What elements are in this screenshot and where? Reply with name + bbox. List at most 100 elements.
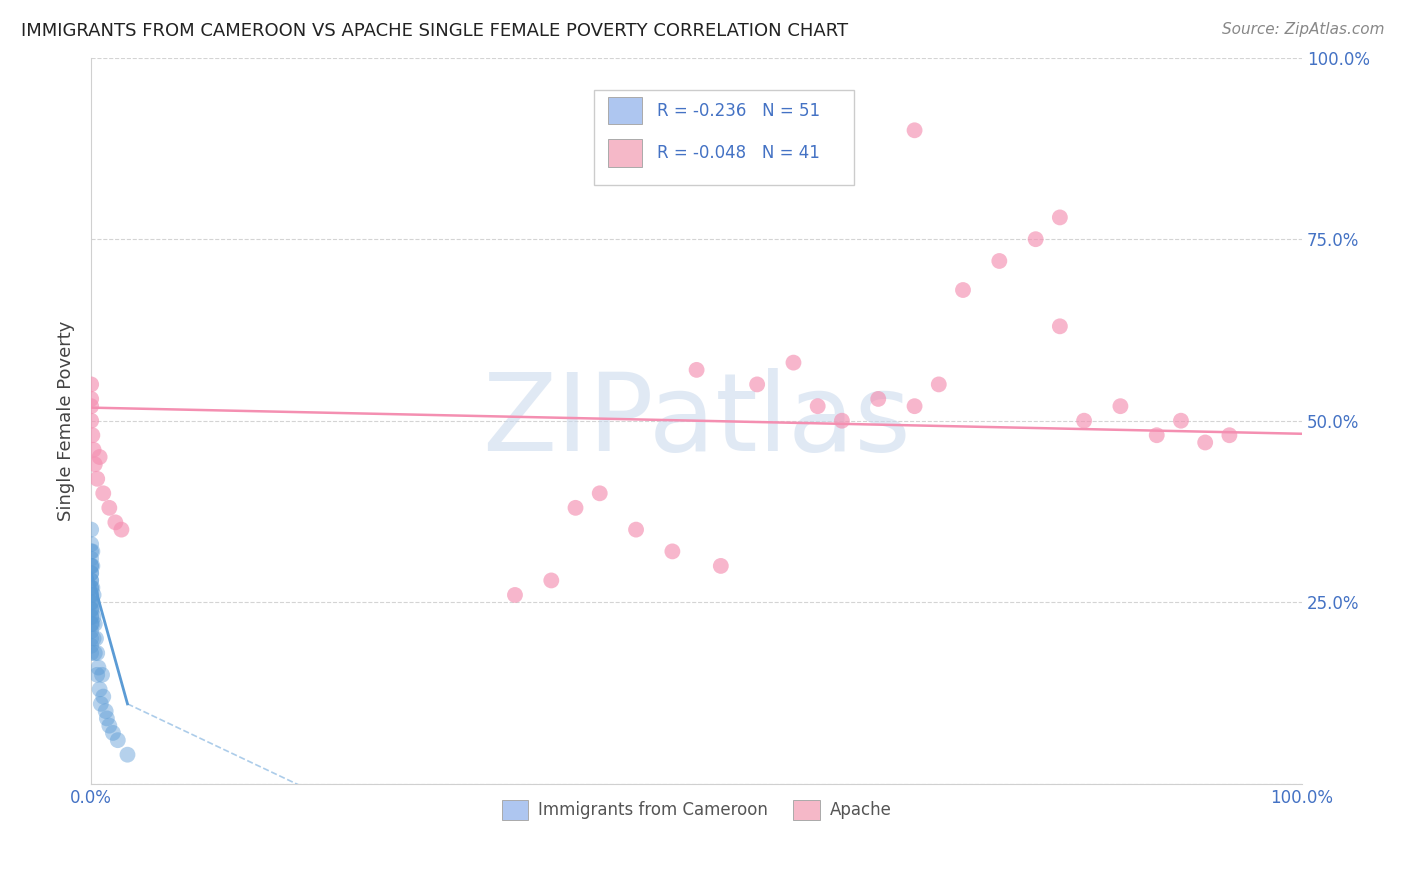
Point (104, 516, 127, 530)
Point (91, 690, 114, 704)
Point (807, 399, 830, 413)
Point (83, 646, 105, 660)
Legend: Immigrants from Cameroon, Apache: Immigrants from Cameroon, Apache (495, 794, 898, 826)
Point (1194, 435, 1216, 450)
Point (86, 472, 108, 486)
Point (589, 486, 612, 500)
Point (80, 581, 103, 595)
Point (80, 523, 103, 537)
Point (661, 544, 683, 558)
Point (82, 544, 104, 558)
Point (80, 617, 103, 632)
Point (685, 363, 707, 377)
Point (80, 581, 103, 595)
Point (540, 574, 562, 588)
Point (80, 537, 103, 551)
Point (87, 660, 110, 674)
Point (80, 624, 103, 639)
Point (831, 160, 853, 174)
Point (868, 392, 890, 406)
Point (94, 704, 117, 718)
Point (83, 588, 105, 602)
Point (82, 617, 104, 632)
Point (80, 609, 103, 624)
Text: Source: ZipAtlas.com: Source: ZipAtlas.com (1222, 22, 1385, 37)
Point (80, 574, 103, 588)
Point (107, 733, 129, 747)
Point (80, 646, 103, 660)
Point (564, 500, 586, 515)
Point (86, 646, 108, 660)
Point (91, 486, 114, 500)
Point (83, 457, 105, 471)
Point (1025, 232, 1047, 246)
Point (80, 639, 103, 653)
Point (80, 588, 103, 602)
Point (83, 609, 105, 624)
Text: R = -0.236   N = 51: R = -0.236 N = 51 (657, 102, 820, 120)
Point (1073, 414, 1095, 428)
Point (86, 668, 108, 682)
Point (80, 566, 103, 581)
Point (782, 356, 804, 370)
Bar (609, 139, 643, 167)
Point (747, 377, 769, 392)
Point (117, 747, 139, 762)
Point (1109, 399, 1132, 413)
Text: IMMIGRANTS FROM CAMEROON VS APACHE SINGLE FEMALE POVERTY CORRELATION CHART: IMMIGRANTS FROM CAMEROON VS APACHE SINGL… (21, 22, 848, 40)
Point (98, 719, 121, 733)
Point (624, 523, 647, 537)
Point (80, 595, 103, 609)
Point (101, 726, 124, 740)
Point (82, 558, 104, 573)
Point (928, 377, 950, 392)
Point (1218, 428, 1240, 442)
Point (710, 558, 733, 573)
Point (80, 558, 103, 573)
Point (80, 602, 103, 616)
Point (89, 450, 111, 464)
Y-axis label: Single Female Poverty: Single Female Poverty (58, 320, 75, 521)
Point (80, 602, 103, 616)
Point (89, 682, 111, 697)
Point (82, 595, 104, 609)
Point (952, 283, 974, 297)
Point (110, 523, 132, 537)
Point (80, 551, 103, 566)
Text: R = -0.048   N = 41: R = -0.048 N = 41 (657, 144, 820, 161)
Point (83, 442, 105, 457)
Point (831, 414, 853, 428)
Point (96, 711, 118, 725)
Point (80, 632, 103, 646)
Point (1146, 428, 1168, 442)
Point (80, 558, 103, 573)
Bar (609, 97, 643, 125)
FancyBboxPatch shape (593, 90, 853, 185)
Point (80, 414, 103, 428)
Point (988, 254, 1011, 268)
Point (84, 632, 107, 646)
Point (82, 581, 104, 595)
Point (90, 697, 112, 711)
Point (80, 617, 103, 632)
Point (80, 544, 103, 558)
Point (503, 588, 526, 602)
Point (903, 399, 925, 413)
Point (82, 428, 104, 442)
Point (91, 668, 114, 682)
Point (80, 392, 103, 406)
Point (80, 588, 103, 602)
Point (1049, 319, 1071, 334)
Point (80, 609, 103, 624)
Point (80, 399, 103, 413)
Point (80, 595, 103, 609)
Point (82, 602, 104, 616)
Text: ZIPatlas: ZIPatlas (482, 368, 911, 474)
Point (98, 500, 121, 515)
Point (80, 377, 103, 392)
Point (1170, 414, 1192, 428)
Point (80, 574, 103, 588)
Point (83, 617, 105, 632)
Point (83, 632, 105, 646)
Point (1049, 211, 1071, 225)
